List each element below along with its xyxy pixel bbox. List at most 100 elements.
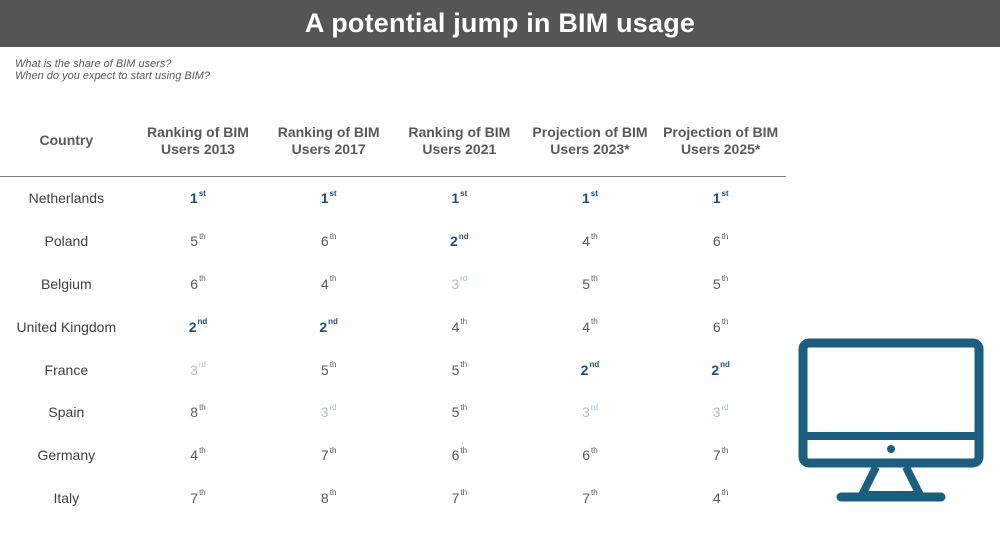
question-start: When do you expect to start using BIM? [15,70,211,82]
rank-cell: 5th [655,263,786,306]
header-country: Country [0,105,133,177]
rank-cell: 4th [263,263,394,306]
rank-suffix: nd [589,359,600,369]
table-row: France 3rd 5th 5th 2nd 2nd [0,348,786,391]
rank-cell: 7th [133,477,264,520]
rank-cell: 5th [525,263,656,306]
country-cell: Spain [48,404,85,421]
rank-value: 4th [190,445,206,464]
rank-value: 6th [190,274,206,292]
rank-value: 4th [582,317,598,335]
country-cell: Italy [53,489,80,506]
rank-value: 2nd [450,231,469,250]
rank-cell: 3rd [525,391,656,434]
header-2023: Projection of BIM Users 2023* [524,105,656,177]
rank-cell: 3rd [133,348,264,391]
rank-suffix: st [721,188,729,198]
rank-suffix: nd [328,317,338,327]
rank-cell: 4th [525,220,656,263]
country-cell: Netherlands [28,190,105,207]
rank-cell: 8th [263,477,394,520]
rank-value: 5th [190,231,206,250]
rank-suffix: th [721,317,729,327]
rank-suffix: th [721,231,729,241]
table-row: Belgium 6th 4th 3rd 5th 5th [0,263,786,306]
rank-suffix: th [199,231,206,241]
rank-value: 4th [582,231,598,250]
table-row: Germany 4th 7th 6th 6th 7th [0,434,786,477]
rank-suffix: th [460,402,468,412]
rank-value: 2nd [188,317,208,335]
rank-value: 4th [320,274,337,292]
rank-suffix: th [721,445,729,455]
rank-value: 7th [451,488,468,506]
rank-cell: 7th [394,477,525,520]
rank-suffix: th [591,274,598,284]
header-2021: Ranking of BIM Users 2021 [393,105,525,177]
rank-cell: 2nd [263,305,394,348]
rank-suffix: nd [197,317,208,327]
rank-cell: 7th [525,477,656,520]
rank-value: 1st [320,188,337,207]
rank-value: 7th [320,445,337,464]
table-body: Netherlands 1st 1st 1st 1st 1st Poland 5th 6th 2n… [0,177,786,520]
rank-suffix: th [329,274,337,284]
rank-value: 3rd [712,402,729,421]
country-cell: Germany [37,447,96,464]
rank-cell: 3rd [263,391,394,434]
header-2025: Projection of BIM Users 2025* [655,105,786,177]
rank-value: 3rd [451,274,468,292]
rank-value: 1st [190,188,206,207]
rank-suffix: th [721,274,729,284]
rank-value: 7th [712,445,729,464]
rank-cell: 5th [394,348,525,391]
rank-cell: 2nd [525,348,656,391]
desktop-monitor-icon [798,338,984,502]
table-row: United Kingdom 2nd 2nd 4th 4th 6th [0,305,786,348]
ranking-table: Country Ranking of BIM Users 2013 Rankin… [0,105,786,519]
rank-suffix: th [199,402,206,412]
rank-value: 4th [712,488,729,506]
rank-suffix: th [199,445,206,455]
rank-value: 6th [320,231,337,250]
rank-value: 6th [582,445,598,464]
rank-suffix: th [591,231,598,241]
rank-suffix: st [460,188,468,198]
rank-value: 8th [320,488,337,506]
table-row: Netherlands 1st 1st 1st 1st 1st [0,177,786,220]
rank-cell: 6th [394,434,525,477]
rank-cell: 1st [133,177,264,220]
title-bar: A potential jump in BIM usage [0,0,1000,47]
rank-suffix: th [329,231,337,241]
rank-cell: 6th [655,305,786,348]
rank-suffix: st [590,188,598,198]
rank-cell: 4th [394,305,525,348]
page-title: A potential jump in BIM usage [304,8,696,38]
rank-suffix: th [460,317,468,327]
rank-cell: 1st [394,177,525,220]
rank-suffix: th [460,445,468,455]
rank-suffix: nd [458,231,469,241]
rank-suffix: th [329,488,337,498]
rank-cell: 3rd [655,391,786,434]
rank-cell: 7th [655,434,786,477]
rank-value: 5th [320,359,337,378]
country-cell: Belgium [41,275,92,292]
rank-value: 5th [712,274,729,292]
rank-value: 4th [451,317,468,335]
rank-suffix: rd [329,402,337,412]
rank-suffix: th [591,488,598,498]
rank-value: 5th [582,274,598,292]
rank-value: 3rd [320,402,337,421]
rank-value: 1st [451,188,468,207]
survey-questions: What is the share of BIM users? When do … [15,58,210,82]
rank-suffix: st [198,188,206,198]
rank-suffix: th [329,445,337,455]
rank-value: 6th [712,231,729,250]
rank-suffix: th [199,274,206,284]
rank-cell: 7th [263,434,394,477]
rank-cell: 4th [525,305,656,348]
rank-suffix: rd [198,359,206,369]
country-cell: France [44,361,89,378]
rank-cell: 2nd [133,305,264,348]
